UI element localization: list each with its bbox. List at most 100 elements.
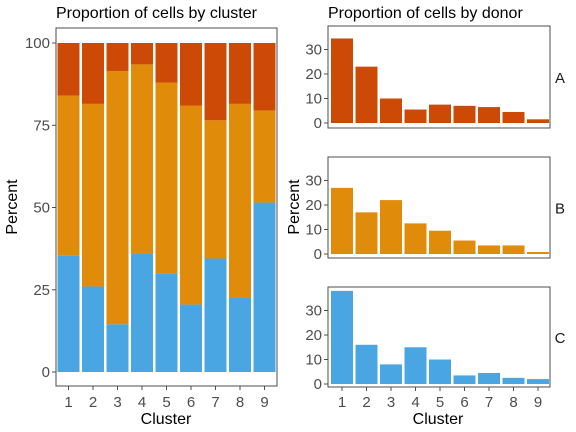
x-tick-label: 3 [387, 394, 395, 411]
donor-bar [502, 111, 525, 123]
donor-bar [404, 109, 427, 123]
x-tick-label: 5 [436, 394, 444, 411]
stacked-bar-segment [106, 43, 129, 71]
donor-bar [355, 66, 378, 123]
stacked-bar-segment [204, 120, 227, 259]
donor-bar [478, 245, 500, 254]
donor-bar [429, 104, 451, 123]
stacked-bar-segment [82, 43, 104, 104]
donor-bar [380, 98, 402, 123]
donor-facet-A: 0 10 20 30 A [305, 25, 565, 132]
stacked-bar-segment [106, 324, 129, 372]
donor-bar [355, 344, 378, 384]
stacked-bar-segment [253, 110, 276, 203]
y-tick-label: 100 [25, 35, 50, 52]
x-tick-label: 6 [460, 394, 468, 411]
donor-bar [527, 119, 549, 123]
donor-bar [429, 359, 451, 384]
stacked-bar-segment [57, 43, 80, 96]
cluster-x-axis-title: Cluster [141, 411, 192, 428]
donor-bar [380, 364, 402, 384]
stacked-bar-segment [253, 202, 276, 372]
stacked-bar-segment [180, 105, 202, 305]
donor-bar [380, 200, 402, 254]
donor-bar [453, 240, 476, 254]
donor-bar [453, 375, 476, 384]
donor-y-axis-title: Percent [286, 179, 303, 235]
cluster-y-axis-title: Percent [4, 179, 21, 235]
stacked-bar-segment [180, 304, 202, 372]
donor-facet-C: 0 10 20 30 C [305, 286, 566, 393]
x-tick-label: 2 [89, 394, 97, 411]
stacked-bar-segment [204, 43, 227, 121]
y-tick-label: 30 [305, 303, 322, 320]
donor-bar [527, 252, 549, 254]
x-tick-label: 4 [411, 394, 419, 411]
stacked-bar-segment [57, 95, 80, 256]
donor-bar [331, 290, 353, 384]
donor-bar [331, 38, 353, 123]
donor-bar [331, 187, 353, 254]
donor-bar [355, 212, 378, 254]
donor-bar [429, 230, 451, 254]
y-tick-label: 0 [314, 376, 322, 393]
cluster-y-axis: 0 25 50 75 100 [25, 35, 56, 381]
y-tick-label: 50 [33, 200, 50, 217]
donor-bar [404, 223, 427, 254]
x-tick-label: 9 [534, 394, 542, 411]
y-tick-label: 0 [42, 364, 50, 381]
stacked-bar-segment [180, 43, 202, 106]
donor-bar [453, 105, 476, 123]
x-tick-label: 1 [64, 394, 72, 411]
donor-facet-B: 0 10 20 30 B [305, 156, 565, 263]
stacked-bar-segment [106, 70, 129, 325]
y-tick-label: 20 [305, 327, 322, 344]
stacked-bar-segment [131, 43, 153, 65]
x-tick-label: 8 [236, 394, 244, 411]
donor-bar [502, 377, 525, 384]
y-tick-label: 20 [305, 197, 322, 214]
facet-strip-label: C [555, 330, 566, 347]
y-tick-label: 10 [305, 222, 322, 239]
x-tick-label: 4 [138, 394, 146, 411]
stacked-bar-segment [131, 64, 153, 254]
y-tick-label: 0 [314, 115, 322, 132]
donor-x-axis-title: Cluster [413, 411, 464, 428]
y-tick-label: 30 [305, 173, 322, 190]
donor-bar [404, 347, 427, 384]
y-tick-label: 10 [305, 91, 322, 108]
cluster-chart-title: Proportion of cells by cluster [56, 5, 258, 22]
donor-bar [478, 107, 500, 123]
donor-proportion-chart: Proportion of cells by donor 0102030A010… [286, 5, 566, 428]
stacked-bar-segment [229, 297, 251, 372]
stacked-bar-segment [131, 253, 153, 372]
cluster-proportion-chart: Proportion of cells by cluster 025507510… [4, 5, 278, 428]
stacked-bar-segment [82, 103, 104, 287]
y-tick-label: 75 [33, 117, 50, 134]
x-tick-label: 9 [260, 394, 268, 411]
y-tick-label: 25 [33, 282, 50, 299]
stacked-bar-segment [82, 286, 104, 372]
x-tick-label: 7 [211, 394, 219, 411]
donor-facets: 0 10 20 30 A 0 10 20 30 B 0 10 20 30 C [305, 25, 566, 393]
cluster-stacked-bars [57, 43, 276, 372]
stacked-bar-segment [155, 273, 178, 372]
x-tick-label: 5 [162, 394, 170, 411]
facet-panel-border [327, 156, 551, 259]
x-tick-label: 7 [485, 394, 493, 411]
facet-strip-label: A [555, 70, 565, 87]
x-tick-label: 8 [509, 394, 517, 411]
stacked-bar-segment [229, 43, 251, 104]
donor-chart-title: Proportion of cells by donor [328, 5, 523, 22]
y-tick-label: 0 [314, 246, 322, 263]
donor-bar [527, 379, 549, 384]
facet-strip-label: B [555, 201, 565, 218]
x-tick-label: 1 [338, 394, 346, 411]
donor-bar [502, 245, 525, 254]
x-tick-label: 6 [187, 394, 195, 411]
y-tick-label: 10 [305, 352, 322, 369]
facet-panel-border [327, 25, 551, 129]
